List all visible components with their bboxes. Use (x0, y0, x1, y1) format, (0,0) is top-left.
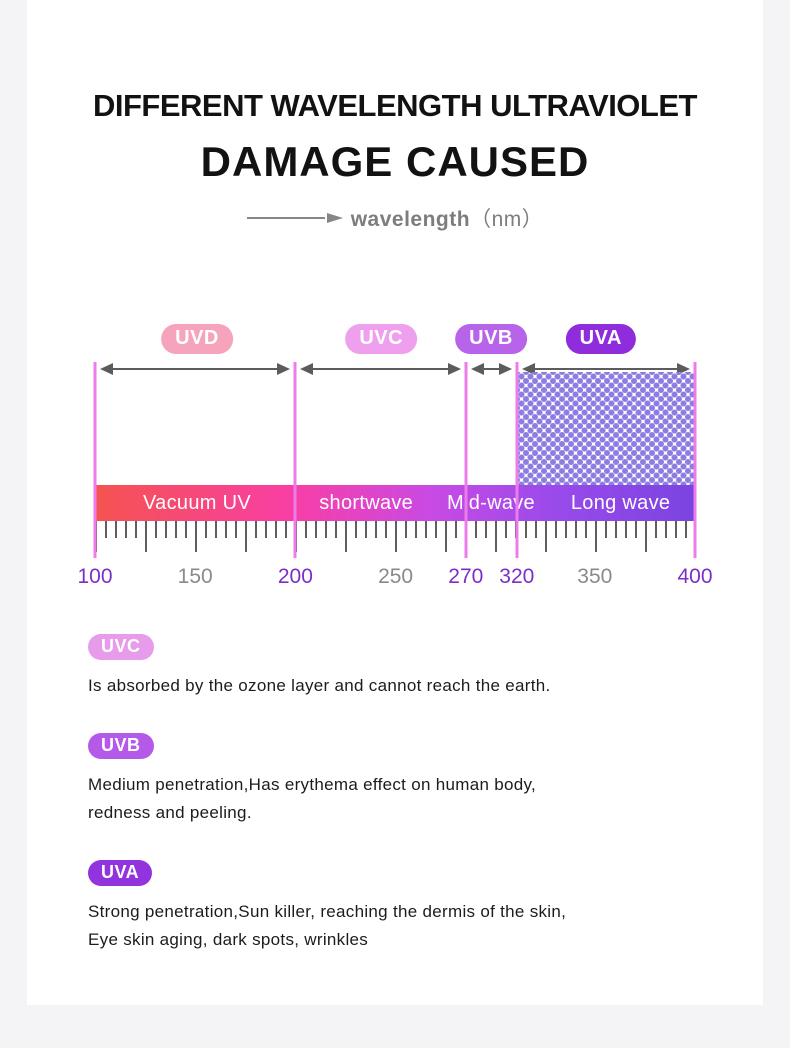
legend-section-uvc: UVC Is absorbed by the ozone layer and c… (88, 634, 708, 700)
band-boundary-line-400 (693, 362, 697, 558)
legend-text-uva-line2: Eye skin aging, dark spots, wrinkles (88, 930, 369, 949)
band-pill-uvd: UVD (161, 324, 233, 354)
band-pill-uvb: UVB (455, 324, 527, 354)
legend-text-uva-line1: Strong penetration,Sun killer, reaching … (88, 902, 567, 921)
band-span-arrow-uvd (95, 362, 295, 376)
content-card: DIFFERENT WAVELENGTH ULTRAVIOLET DAMAGE … (27, 0, 763, 1005)
band-pill-uva: UVA (565, 324, 636, 354)
wavelength-ruler (95, 521, 695, 561)
legend-pill-uvc: UVC (88, 634, 154, 660)
wavelength-axis-caption: wavelength (350, 208, 471, 231)
band-boundary-line-270 (464, 362, 468, 558)
tick-label-350: 350 (577, 565, 613, 588)
uv-spectrum-chart: UVD UVC UVB UVA (77, 320, 713, 592)
main-title: DIFFERENT WAVELENGTH ULTRAVIOLET (93, 88, 697, 123)
tick-label-400: 400 (677, 565, 713, 588)
ruler-minor-ticks (95, 521, 695, 538)
legend-text-uvb-line1: Medium penetration,Has erythema effect o… (88, 775, 537, 794)
wavelength-arrow-icon (326, 213, 343, 223)
legend-text-uvb-line2: redness and peeling. (88, 803, 252, 822)
legend-pill-uva: UVA (88, 860, 153, 886)
wavelength-arrow-line (246, 217, 325, 219)
arrowhead-left-icon (470, 363, 484, 375)
band-boundary-line-200 (293, 362, 297, 558)
bar-label-mid-wave: Mid-wave (447, 492, 535, 514)
subtitle: DAMAGE CAUSED (200, 138, 590, 185)
tick-label-320: 320 (499, 565, 535, 588)
band-span-arrow-uvc (295, 362, 465, 376)
band-pill-uvc: UVC (345, 324, 418, 354)
wavelength-axis-unit: （nm） (470, 208, 544, 231)
band-boundary-line-100 (93, 362, 97, 558)
arrowhead-right-icon (447, 363, 461, 375)
tick-label-270: 270 (448, 565, 484, 588)
legend-section-uva: UVA Strong penetration,Sun killer, reach… (88, 860, 708, 954)
uva-dot-pattern (516, 372, 695, 485)
legend-text-uvc-line1: Is absorbed by the ozone layer and canno… (88, 676, 551, 695)
arrowhead-left-icon (300, 363, 314, 375)
tick-label-200: 200 (277, 565, 313, 588)
band-boundary-line-320 (515, 362, 519, 558)
bar-label-shortwave: shortwave (319, 492, 414, 514)
band-span-arrow-uvb (466, 362, 517, 376)
legend-pill-uvb: UVB (88, 733, 154, 759)
bar-label-vacuum-uv: Vacuum UV (143, 492, 251, 514)
arrowhead-left-icon (100, 363, 113, 375)
wavelength-caption-row: wavelength（nm） (27, 203, 763, 233)
arrowhead-right-icon (277, 363, 291, 375)
tick-label-150: 150 (177, 565, 213, 588)
arrowhead-right-icon (498, 363, 512, 375)
legend-section-uvb: UVB Medium penetration,Has erythema effe… (88, 733, 708, 827)
spectrum-gradient-bar: Vacuum UV shortwave Mid-wave Long wave (95, 485, 695, 521)
tick-label-100: 100 (77, 565, 113, 588)
tick-label-250: 250 (378, 565, 414, 588)
bar-label-long-wave: Long wave (570, 492, 671, 514)
